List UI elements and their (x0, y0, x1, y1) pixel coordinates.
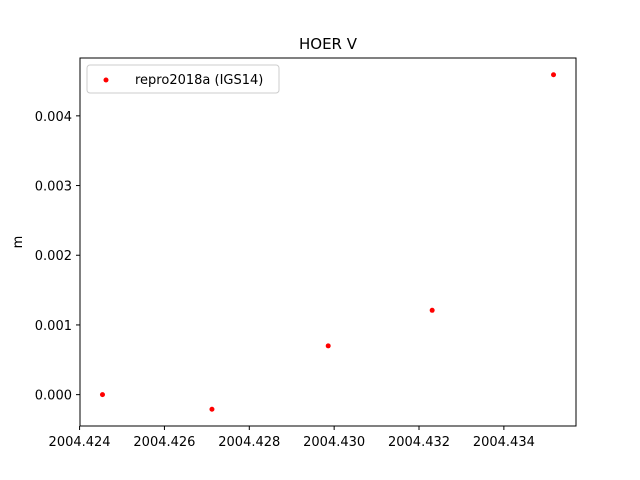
x-tick-label: 2004.434 (473, 435, 535, 450)
y-axis-label: m (11, 236, 26, 249)
legend-label: repro2018a (IGS14) (135, 73, 263, 88)
y-tick-label: 0.002 (35, 249, 72, 264)
y-tick-label: 0.003 (35, 180, 72, 195)
x-tick-label: 2004.424 (49, 435, 111, 450)
plot-frame (79, 57, 577, 427)
y-tick-label: 0.004 (35, 110, 72, 125)
y-tick-label: 0.001 (35, 319, 72, 334)
point (325, 343, 331, 349)
x-tick-label: 2004.428 (218, 435, 280, 450)
legend-marker (103, 77, 109, 83)
chart-title: HOER V (299, 35, 358, 53)
point (99, 392, 105, 398)
point (551, 72, 557, 78)
point (429, 307, 435, 313)
point (209, 406, 215, 412)
x-tick-label: 2004.426 (133, 435, 195, 450)
x-tick-label: 2004.432 (388, 435, 450, 450)
x-tick-label: 2004.430 (303, 435, 365, 450)
y-tick-label: 0.000 (35, 389, 72, 404)
legend-box (86, 64, 280, 94)
